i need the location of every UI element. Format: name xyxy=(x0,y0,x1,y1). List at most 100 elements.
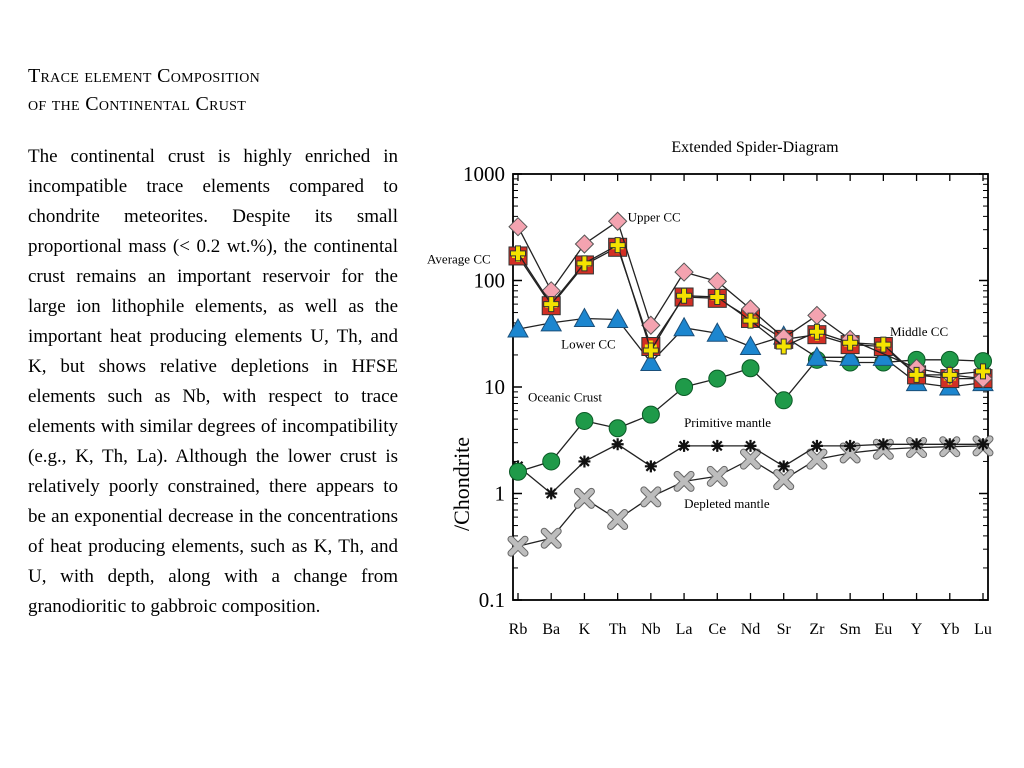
x-tick-label-yb: Yb xyxy=(940,621,960,638)
series-label: Lower CC xyxy=(561,337,616,352)
data-point-triangle xyxy=(839,346,861,366)
data-point-star xyxy=(711,439,724,452)
series-label: Primitive mantle xyxy=(684,415,771,430)
x-tick-label-nb: Nb xyxy=(641,621,661,638)
x-tick-label-nd: Nd xyxy=(741,621,761,638)
data-point-triangle xyxy=(706,322,729,342)
data-point-star xyxy=(644,460,657,473)
slide-title-line-2: of the Continental Crust xyxy=(28,93,247,115)
x-tick-label-rb: Rb xyxy=(509,621,528,638)
series-label: Middle CC xyxy=(890,324,948,339)
x-tick-label-ba: Ba xyxy=(542,621,560,638)
data-point-triangle xyxy=(507,318,529,338)
data-point-cross xyxy=(710,289,725,304)
data-point-star xyxy=(777,460,790,473)
data-point-x xyxy=(508,536,528,556)
x-tick-label-k: K xyxy=(579,621,591,638)
data-point-diamond xyxy=(607,211,628,231)
series-primitive-mantle xyxy=(512,438,989,500)
series-middle-cc xyxy=(510,237,991,383)
y-tick-label: 100 xyxy=(474,269,506,293)
y-tick-label: 0.1 xyxy=(479,588,505,612)
data-point-circle xyxy=(608,419,627,438)
data-point-star xyxy=(578,455,591,468)
data-point-x xyxy=(541,528,561,548)
data-point-triangle xyxy=(540,311,563,332)
data-point-triangle xyxy=(573,307,596,327)
y-tick-label: 1 xyxy=(495,482,506,506)
chart-title: Extended Spider-Diagram xyxy=(671,139,839,156)
series-group xyxy=(507,211,994,557)
data-point-triangle xyxy=(606,308,629,329)
series-depleted-mantle xyxy=(507,435,994,557)
data-point-star xyxy=(877,438,890,451)
data-point-star xyxy=(810,439,823,452)
data-point-cross xyxy=(876,337,891,352)
data-point-diamond xyxy=(508,216,528,237)
series-label: Average CC xyxy=(427,252,491,267)
axes-group: 0.1 1 10 100 1000 Rb Ba K Th Nb La Ce Nd Sr Zr Sm Eu Y Yb L… xyxy=(463,162,992,638)
data-point-circle xyxy=(708,369,727,388)
x-tick-label-y: Y xyxy=(911,621,923,638)
data-point-cross xyxy=(610,238,625,253)
data-point-cross xyxy=(942,367,957,382)
slide-title: Trace element Composition of the Contine… xyxy=(28,62,418,118)
data-point-triangle xyxy=(640,351,662,371)
data-point-cross xyxy=(544,297,559,312)
data-point-x xyxy=(674,471,694,491)
spider-diagram-chart: Extended Spider-Diagram /Chondrite 0.1 1 1… xyxy=(415,128,1015,648)
data-point-x xyxy=(741,449,760,469)
data-point-cross xyxy=(643,343,658,358)
data-point-circle xyxy=(509,462,527,481)
data-point-cross xyxy=(809,324,824,339)
data-point-star xyxy=(943,438,956,451)
data-point-circle xyxy=(542,452,561,471)
data-point-cross xyxy=(743,313,758,328)
y-tick-label: 1000 xyxy=(463,162,505,186)
x-tick-label-la: La xyxy=(676,621,693,638)
data-point-cross xyxy=(909,367,924,382)
data-point-star xyxy=(611,438,624,451)
data-point-circle xyxy=(774,391,793,410)
data-point-cross xyxy=(976,364,990,379)
data-point-x xyxy=(807,449,827,469)
data-point-star xyxy=(844,439,857,452)
data-point-star xyxy=(678,439,691,452)
data-point-cross xyxy=(511,246,525,261)
x-tick-label-lu: Lu xyxy=(974,621,992,638)
body-paragraph: The continental crust is highly enriched… xyxy=(28,146,398,617)
data-point-diamond xyxy=(641,315,661,335)
data-point-x xyxy=(707,466,727,486)
data-point-circle xyxy=(675,378,694,396)
y-axis-label: /Chondrite xyxy=(449,437,474,531)
data-point-cross xyxy=(577,256,592,271)
data-point-x xyxy=(840,443,860,463)
series-label: Depleted mantle xyxy=(684,496,770,511)
slide-title-line-1: Trace element Composition xyxy=(28,65,261,87)
data-point-circle xyxy=(641,405,660,424)
data-point-x xyxy=(641,487,661,507)
data-point-x xyxy=(574,488,594,508)
y-tick-label: 10 xyxy=(484,375,505,399)
data-point-triangle xyxy=(739,335,762,356)
data-point-diamond xyxy=(574,234,595,254)
data-point-cross xyxy=(677,288,692,303)
x-tick-label-ce: Ce xyxy=(708,621,726,638)
data-point-star xyxy=(744,439,757,452)
chart-svg: Extended Spider-Diagram /Chondrite 0.1 1 1… xyxy=(427,139,994,638)
series-labels-group: Upper CC Average CC Middle CC Lower CC Ocean… xyxy=(427,210,948,511)
x-tick-label-sm: Sm xyxy=(839,621,861,638)
data-point-triangle xyxy=(673,316,695,337)
data-point-circle xyxy=(741,359,760,378)
x-tick-label-th: Th xyxy=(609,621,627,638)
data-point-triangle xyxy=(806,346,828,366)
series-oceanic-crust xyxy=(509,350,992,481)
data-point-star xyxy=(545,487,558,500)
data-point-cross xyxy=(776,339,791,354)
x-tick-label-eu: Eu xyxy=(874,621,892,638)
data-point-star xyxy=(977,438,989,451)
series-label: Upper CC xyxy=(628,210,681,225)
data-point-star xyxy=(910,438,923,451)
data-point-diamond xyxy=(674,262,694,282)
data-point-cross xyxy=(843,335,858,350)
